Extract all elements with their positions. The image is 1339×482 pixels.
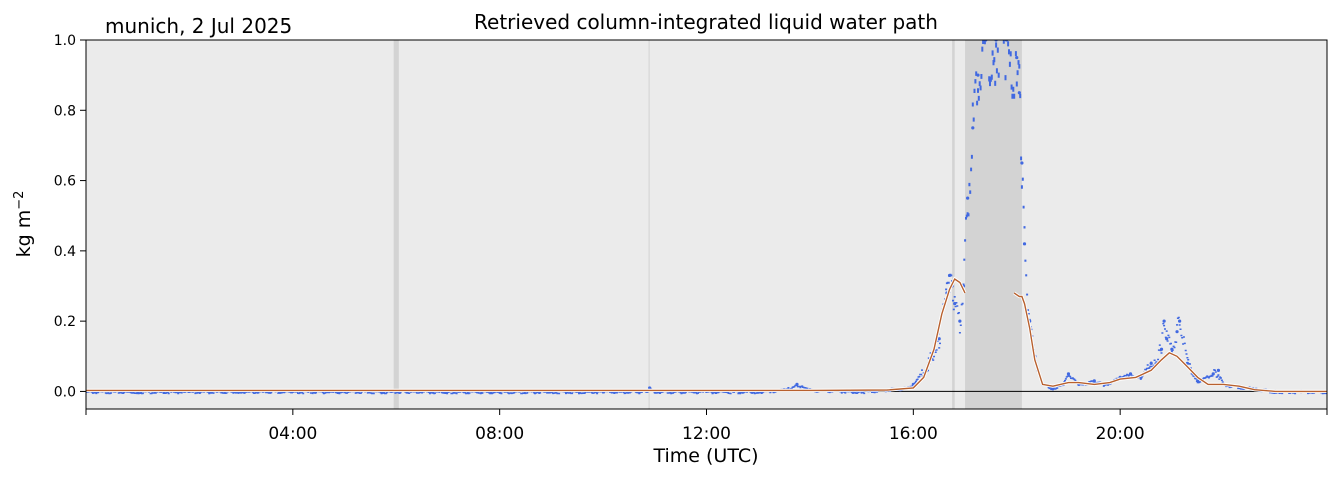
series-raw-point [966, 196, 970, 200]
shaded-interval-0 [393, 40, 399, 409]
series-raw-point [1017, 91, 1021, 95]
series-raw-point [947, 273, 952, 278]
series-raw-point [958, 319, 962, 323]
shaded-interval-3 [965, 40, 1022, 409]
series-raw-point [976, 73, 980, 77]
series-raw-point [1216, 368, 1221, 372]
series-raw-point [1015, 55, 1019, 60]
series-raw-point [1170, 347, 1174, 351]
series-raw-point [1128, 372, 1133, 376]
series-raw-point [1165, 337, 1169, 341]
plot-area [86, 40, 1327, 409]
shaded-interval-2 [952, 40, 955, 409]
series-raw-point [937, 337, 941, 341]
y-tick-label: 0.6 [54, 174, 76, 190]
series-smoothed-line-1 [1013, 292, 1327, 393]
series-raw-point [1211, 372, 1215, 376]
series-raw-point [648, 386, 652, 390]
series-raw-point [795, 382, 799, 386]
chart-title: Retrieved column-integrated liquid water… [474, 10, 938, 34]
series-raw-point [971, 126, 975, 130]
y-axis-ticks: 0.0 0.2 0.4 0.6 0.8 1.0 [54, 33, 86, 400]
y-tick-label: 1.0 [54, 33, 76, 49]
series-raw-point [1149, 361, 1153, 365]
y-tick-label: 0.2 [54, 314, 76, 330]
x-tick-label: 08:00 [475, 424, 524, 444]
x-tick-label: 12:00 [682, 424, 731, 444]
y-tick-label: 0.0 [54, 384, 76, 400]
y-tick-label: 0.8 [54, 103, 76, 119]
series-raw-point [1159, 347, 1164, 351]
shaded-interval-1 [648, 40, 650, 409]
x-tick-label: 04:00 [268, 424, 317, 444]
series-raw-point [1092, 379, 1096, 383]
series-layer [86, 40, 1327, 395]
x-axis-label: Time (UTC) [652, 445, 758, 467]
series-raw-point [1162, 319, 1166, 323]
series-raw-point [1175, 330, 1179, 334]
x-tick-label: 16:00 [889, 424, 938, 444]
series-raw-point [953, 301, 957, 306]
series-raw-point [1178, 319, 1182, 323]
series-smoothed-line-0 [86, 277, 966, 392]
chart-subtitle: munich, 2 Jul 2025 [105, 14, 292, 38]
y-axis-label-exponent: −2 [12, 191, 27, 210]
y-axis-label: kg m−2 [12, 191, 36, 258]
series-raw-point [1022, 242, 1027, 246]
y-axis-label-main: kg m [13, 210, 35, 258]
series-raw-point [1020, 161, 1024, 165]
shaded-intervals [393, 40, 1022, 409]
x-tick-label: 20:00 [1096, 424, 1145, 444]
x-axis-ticks: 04:00 08:00 12:00 16:00 20:00 [85, 409, 1328, 444]
y-tick-label: 0.4 [54, 244, 76, 260]
series-raw-point [1066, 372, 1071, 376]
series-raw-point [1196, 379, 1200, 383]
